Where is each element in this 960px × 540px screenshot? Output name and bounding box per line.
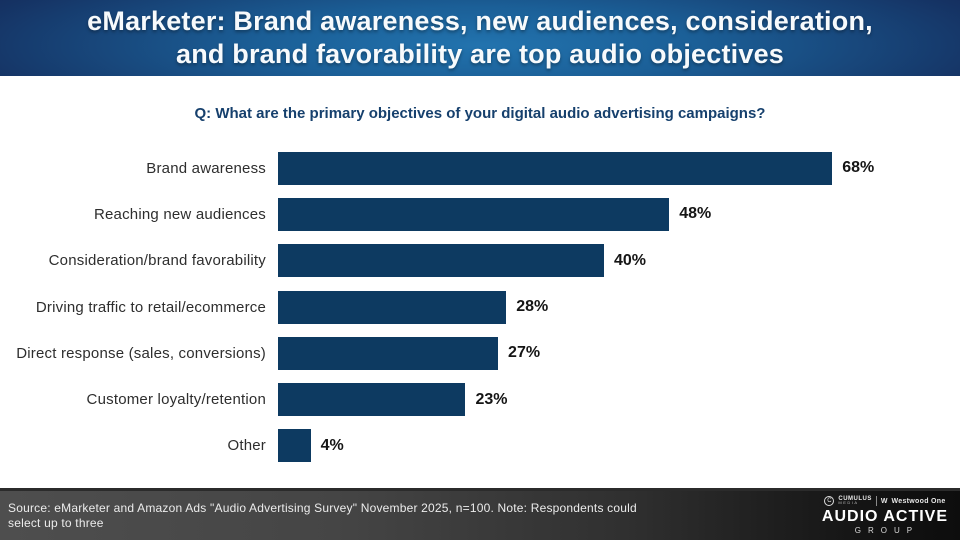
value-label: 28% xyxy=(516,298,549,316)
source-note: Source: eMarketer and Amazon Ads "Audio … xyxy=(8,501,637,531)
value-label: 68% xyxy=(842,159,875,177)
westwood-one-icon: W xyxy=(880,497,888,505)
bar-area: 40% xyxy=(278,244,960,278)
category-label: Brand awareness xyxy=(146,159,266,177)
source-note-line1: Source: eMarketer and Amazon Ads "Audio … xyxy=(8,500,637,515)
slide-title-line2: and brand favorability are top audio obj… xyxy=(175,39,785,69)
category-label: Other xyxy=(227,437,266,455)
bar-area: 27% xyxy=(278,336,960,370)
bar xyxy=(278,429,311,463)
value-label: 40% xyxy=(614,251,647,269)
bar xyxy=(278,336,499,370)
bar-row: Driving traffic to retail/ecommerce 28% xyxy=(0,284,960,330)
horizontal-bar-chart: Brand awareness 68% Reaching new audiences… xyxy=(0,145,960,469)
bar xyxy=(278,151,833,185)
bar-row: Other 4% xyxy=(0,423,960,469)
bar-area: 68% xyxy=(278,151,960,185)
title-banner: eMarketer: Brand awareness, new audience… xyxy=(0,0,960,76)
bar-row: Consideration/brand favorability 40% xyxy=(0,238,960,284)
cumulus-label: CUMULUS xyxy=(838,496,872,502)
media-label: MEDIA xyxy=(838,500,859,505)
bar-row: Brand awareness 68% xyxy=(0,145,960,191)
source-footer: Source: eMarketer and Amazon Ads "Audio … xyxy=(0,488,960,540)
bar-area: 23% xyxy=(278,383,960,417)
value-label: 23% xyxy=(475,390,508,408)
bar xyxy=(278,244,604,278)
slide-title-line1: eMarketer: Brand awareness, new audience… xyxy=(87,6,873,36)
bar-row: Customer loyalty/retention 23% xyxy=(0,376,960,422)
group-label: GROUP xyxy=(854,526,920,535)
audio-active-label: AUDIO ACTIVE xyxy=(821,508,948,525)
logo-divider xyxy=(875,496,877,506)
bar xyxy=(278,197,670,231)
value-label: 48% xyxy=(679,205,712,223)
westwood-one-label: Westwood One xyxy=(891,497,946,505)
bar-area: 28% xyxy=(278,290,960,324)
cumulus-media-icon: C xyxy=(824,496,835,506)
category-label: Reaching new audiences xyxy=(93,205,266,223)
cumulus-media-wordmark: CUMULUS MEDIA xyxy=(838,496,872,505)
category-label: Customer loyalty/retention xyxy=(86,391,266,409)
value-label: 27% xyxy=(508,344,541,362)
bar-area: 48% xyxy=(278,197,960,231)
category-label: Direct response (sales, conversions) xyxy=(16,344,266,362)
survey-question: Q: What are the primary objectives of yo… xyxy=(194,105,766,122)
bar-row: Direct response (sales, conversions) 27% xyxy=(0,330,960,376)
value-label: 4% xyxy=(320,436,344,454)
audio-active-group-logo: C CUMULUS MEDIA W Westwood One AUDIO ACT… xyxy=(822,496,948,535)
bar-area: 4% xyxy=(278,429,960,463)
source-note-line2: select up to three xyxy=(8,515,104,530)
logo-brands-row: C CUMULUS MEDIA W Westwood One xyxy=(822,496,948,506)
bar xyxy=(278,290,507,324)
bar-row: Reaching new audiences 48% xyxy=(0,191,960,237)
slide-title: eMarketer: Brand awareness, new audience… xyxy=(87,5,873,71)
category-label: Consideration/brand favorability xyxy=(48,252,266,270)
bar xyxy=(278,383,466,417)
category-label: Driving traffic to retail/ecommerce xyxy=(35,298,266,316)
